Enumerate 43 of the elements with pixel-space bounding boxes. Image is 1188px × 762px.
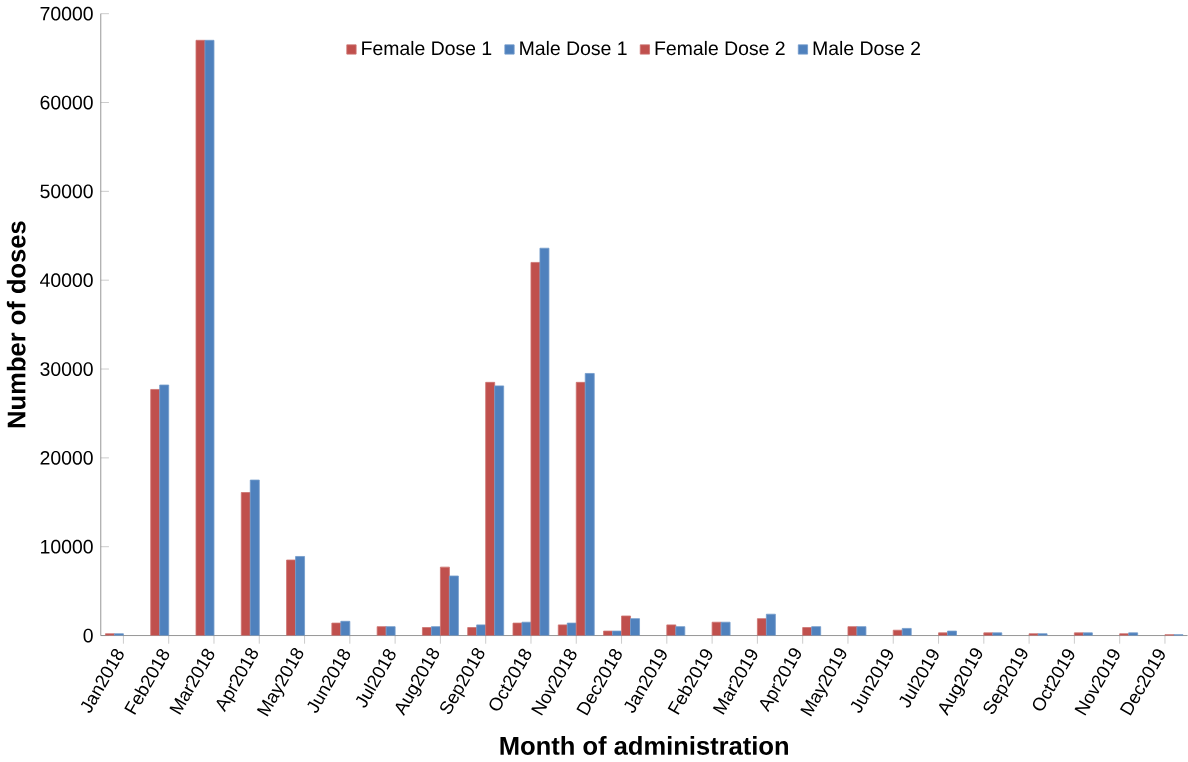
bar [847,626,858,636]
bar [621,615,631,636]
bar [376,626,387,636]
bar [159,384,170,636]
x-axis-title: Month of administration [500,736,788,756]
bar [938,632,948,636]
bar [295,556,305,636]
y-axis-title: Number of doses [6,221,26,428]
y-tick-label: 60000 [40,95,93,110]
bar [340,621,351,636]
bar [331,622,342,636]
bar [983,632,994,636]
bar [603,630,613,636]
bar [575,382,586,636]
y-tick-label: 0 [83,628,93,643]
bar [385,626,396,636]
bar [440,566,450,636]
legend-label: Male Dose 1 [520,41,627,56]
bar [512,622,523,636]
legend-label: Female Dose 2 [655,41,785,56]
bar [566,622,577,636]
legend-label: Male Dose 2 [813,41,921,56]
bar [666,624,677,636]
y-tick-label: 70000 [40,6,93,21]
bar [530,262,541,636]
bar [240,492,251,636]
bar [204,40,215,636]
y-tick-label: 50000 [40,184,93,199]
bar [249,479,260,636]
bar [195,40,206,636]
y-tick-label: 40000 [40,273,93,288]
legend-label: Female Dose 1 [362,41,492,56]
bar [476,624,487,636]
bar [286,559,296,636]
bar [557,624,568,636]
bar [150,389,161,636]
y-tick-label: 30000 [40,362,93,377]
bar [485,382,496,636]
y-tick-label: 20000 [40,451,93,465]
bar [1073,632,1084,636]
y-tick-label: 10000 [41,539,93,554]
bar [612,630,622,636]
bar [756,618,767,636]
